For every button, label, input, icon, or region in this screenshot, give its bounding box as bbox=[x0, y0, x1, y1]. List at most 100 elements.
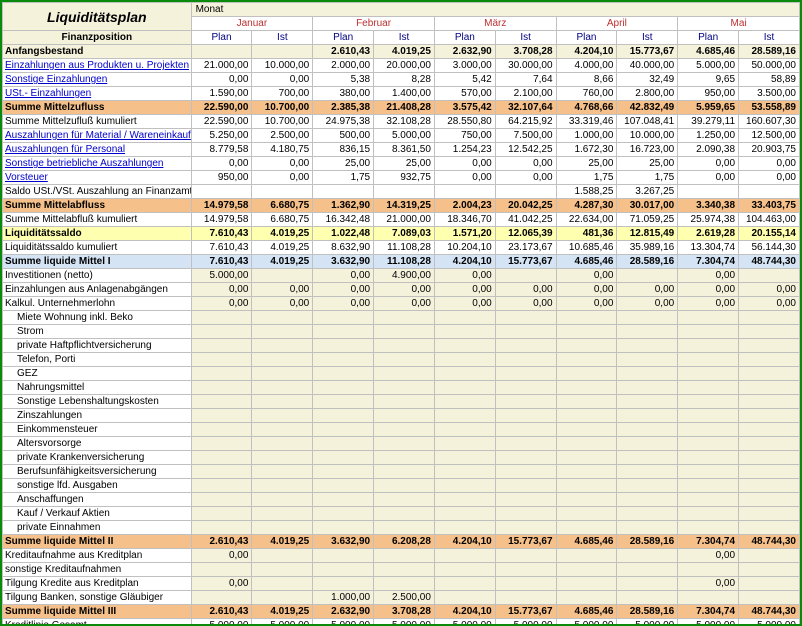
row-label[interactable]: Auszahlungen für Personal bbox=[3, 143, 192, 157]
cell: 22.634,00 bbox=[556, 213, 617, 227]
month-4: Mai bbox=[678, 17, 800, 31]
cell: 8.632,90 bbox=[313, 241, 374, 255]
cell: 64.215,92 bbox=[495, 115, 556, 129]
row-label[interactable]: Auszahlungen für Material / Wareneinkauf bbox=[3, 129, 192, 143]
row-label: Einkommensteuer bbox=[3, 423, 192, 437]
row-label: Summe Mittelzufluß kumuliert bbox=[3, 115, 192, 129]
row-label: private Haftpflichtversicherung bbox=[3, 339, 192, 353]
cell bbox=[252, 367, 313, 381]
cell: 6.208,28 bbox=[374, 535, 435, 549]
table-row: Nahrungsmittel bbox=[3, 381, 800, 395]
row-label: Berufsunfähigkeitsversicherung bbox=[3, 465, 192, 479]
cell: 1.571,20 bbox=[434, 227, 495, 241]
cell bbox=[739, 451, 800, 465]
cell: 4.900,00 bbox=[374, 269, 435, 283]
cell: 32.107,64 bbox=[495, 101, 556, 115]
cell: 41.042,25 bbox=[495, 213, 556, 227]
cell bbox=[313, 563, 374, 577]
cell: 10.700,00 bbox=[252, 115, 313, 129]
cell bbox=[313, 185, 374, 199]
table-row: Summe liquide Mittel II2.610,434.019,253… bbox=[3, 535, 800, 549]
cell bbox=[495, 465, 556, 479]
cell bbox=[374, 367, 435, 381]
cell: 5.000,00 bbox=[678, 59, 739, 73]
cell: 0,00 bbox=[678, 171, 739, 185]
row-label: private Einnahmen bbox=[3, 521, 192, 535]
cell bbox=[495, 325, 556, 339]
cell bbox=[191, 465, 252, 479]
cell: 1.588,25 bbox=[556, 185, 617, 199]
cell bbox=[556, 577, 617, 591]
cell: 950,00 bbox=[191, 171, 252, 185]
cell bbox=[678, 493, 739, 507]
cell bbox=[434, 521, 495, 535]
cell bbox=[617, 451, 678, 465]
row-label: Kreditlinie Gesamt bbox=[3, 619, 192, 626]
row-label[interactable]: Sonstige Einzahlungen bbox=[3, 73, 192, 87]
row-label[interactable]: Vorsteuer bbox=[3, 171, 192, 185]
table-row: Summe Mittelabfluß kumuliert14.979,586.6… bbox=[3, 213, 800, 227]
cell: 25,00 bbox=[313, 157, 374, 171]
row-label[interactable]: Sonstige betriebliche Auszahlungen bbox=[3, 157, 192, 171]
cell bbox=[313, 549, 374, 563]
cell bbox=[374, 437, 435, 451]
table-row: Berufsunfähigkeitsversicherung bbox=[3, 465, 800, 479]
row-label: Zinszahlungen bbox=[3, 409, 192, 423]
table-row: Saldo USt./VSt. Auszahlung an Finanzamt1… bbox=[3, 185, 800, 199]
cell bbox=[678, 563, 739, 577]
cell bbox=[191, 185, 252, 199]
cell bbox=[313, 367, 374, 381]
cell bbox=[191, 45, 252, 59]
cell: 58,89 bbox=[739, 73, 800, 87]
cell bbox=[617, 591, 678, 605]
cell bbox=[617, 423, 678, 437]
row-label: Tilgung Banken, sonstige Gläubiger bbox=[3, 591, 192, 605]
cell: 8.361,50 bbox=[374, 143, 435, 157]
cell: 0,00 bbox=[313, 269, 374, 283]
cell bbox=[495, 381, 556, 395]
cell: 500,00 bbox=[313, 129, 374, 143]
cell: 10.000,00 bbox=[617, 129, 678, 143]
cell bbox=[252, 395, 313, 409]
cell bbox=[495, 311, 556, 325]
cell bbox=[434, 479, 495, 493]
table-row: private Haftpflichtversicherung bbox=[3, 339, 800, 353]
cell bbox=[617, 325, 678, 339]
row-label: Kalkul. Unternehmerlohn bbox=[3, 297, 192, 311]
cell: 0,00 bbox=[434, 171, 495, 185]
cell bbox=[434, 311, 495, 325]
cell bbox=[191, 395, 252, 409]
cell: 28.589,16 bbox=[617, 605, 678, 619]
cell: 5,38 bbox=[313, 73, 374, 87]
month-2: März bbox=[434, 17, 556, 31]
cell: 4.685,46 bbox=[678, 45, 739, 59]
table-row: Anschaffungen bbox=[3, 493, 800, 507]
cell: 2.610,43 bbox=[313, 45, 374, 59]
cell bbox=[434, 563, 495, 577]
cell bbox=[617, 479, 678, 493]
cell bbox=[617, 507, 678, 521]
cell bbox=[678, 507, 739, 521]
cell bbox=[617, 521, 678, 535]
table-row: GEZ bbox=[3, 367, 800, 381]
title: Liquiditätsplan bbox=[3, 3, 192, 31]
cell: 3.708,28 bbox=[495, 45, 556, 59]
row-label[interactable]: USt.- Einzahlungen bbox=[3, 87, 192, 101]
cell bbox=[374, 339, 435, 353]
cell: 5,42 bbox=[434, 73, 495, 87]
cell: 32,49 bbox=[617, 73, 678, 87]
cell bbox=[678, 185, 739, 199]
cell bbox=[678, 521, 739, 535]
table-row: Altersvorsorge bbox=[3, 437, 800, 451]
row-label: Tilgung Kredite aus Kreditplan bbox=[3, 577, 192, 591]
cell: 5.000,00 bbox=[434, 619, 495, 626]
cell bbox=[313, 577, 374, 591]
cell: 7.610,43 bbox=[191, 241, 252, 255]
cell: 0,00 bbox=[556, 283, 617, 297]
cell: 7.610,43 bbox=[191, 227, 252, 241]
cell bbox=[434, 409, 495, 423]
cell bbox=[252, 353, 313, 367]
row-label[interactable]: Einzahlungen aus Produkten u. Projekten bbox=[3, 59, 192, 73]
cell bbox=[252, 465, 313, 479]
cell: 71.059,25 bbox=[617, 213, 678, 227]
